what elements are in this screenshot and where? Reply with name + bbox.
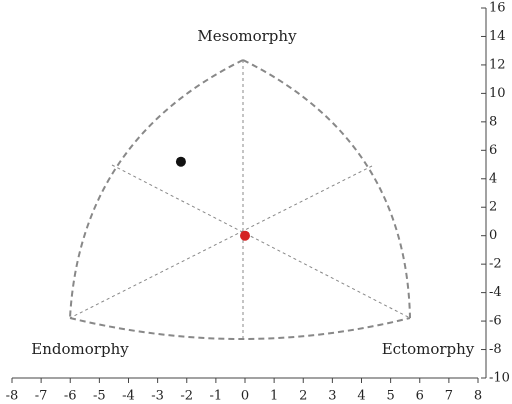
outline-arc (69, 59, 244, 319)
point (175, 156, 186, 167)
y-tick-label: -6 (489, 314, 502, 329)
inner-line (111, 164, 411, 319)
x-tick-label: 1 (270, 389, 278, 404)
y-tick-label: 8 (489, 114, 497, 129)
y-tick-label: 16 (489, 1, 506, 16)
y-tick-label: -2 (489, 257, 502, 272)
x-tick-label: 6 (416, 389, 424, 404)
y-tick-label: -4 (489, 285, 502, 300)
x-tick-label: 3 (328, 389, 336, 404)
x-tick-label: -1 (210, 389, 223, 404)
outline-arc (69, 317, 411, 340)
x-tick-label: -5 (93, 389, 106, 404)
x-tick-label: -2 (180, 389, 193, 404)
x-tick-label: 8 (474, 389, 482, 404)
x-tick-label: 7 (445, 389, 453, 404)
y-tick-label: 12 (489, 57, 506, 72)
point (240, 230, 250, 241)
somatochart-outline (69, 59, 411, 340)
y-tick-label: 2 (489, 200, 497, 215)
x-tick-label: -7 (35, 389, 48, 404)
x-tick-label: 4 (357, 389, 365, 404)
y-tick-label: -8 (489, 342, 502, 357)
x-tick-label: -6 (64, 389, 77, 404)
y-tick-label: -10 (489, 371, 510, 386)
y-tick-label: 4 (489, 171, 497, 186)
y-tick-label: 6 (489, 143, 497, 158)
y-tick-label: 14 (489, 29, 506, 44)
annotation: Ectomorphy (382, 340, 475, 358)
outline-arc (242, 59, 411, 319)
x-tick-label: -8 (6, 389, 19, 404)
y-tick-label: 0 (489, 228, 497, 243)
x-tick-label: -4 (122, 389, 135, 404)
x-tick-label: 5 (386, 389, 394, 404)
y-tick-label: 10 (489, 86, 506, 101)
x-tick-label: -3 (151, 389, 164, 404)
annotation: Mesomorphy (197, 27, 297, 45)
x-tick-label: 0 (241, 389, 249, 404)
annotation: Endomorphy (31, 340, 129, 358)
inner-line (69, 165, 373, 319)
x-tick-label: 2 (299, 389, 307, 404)
